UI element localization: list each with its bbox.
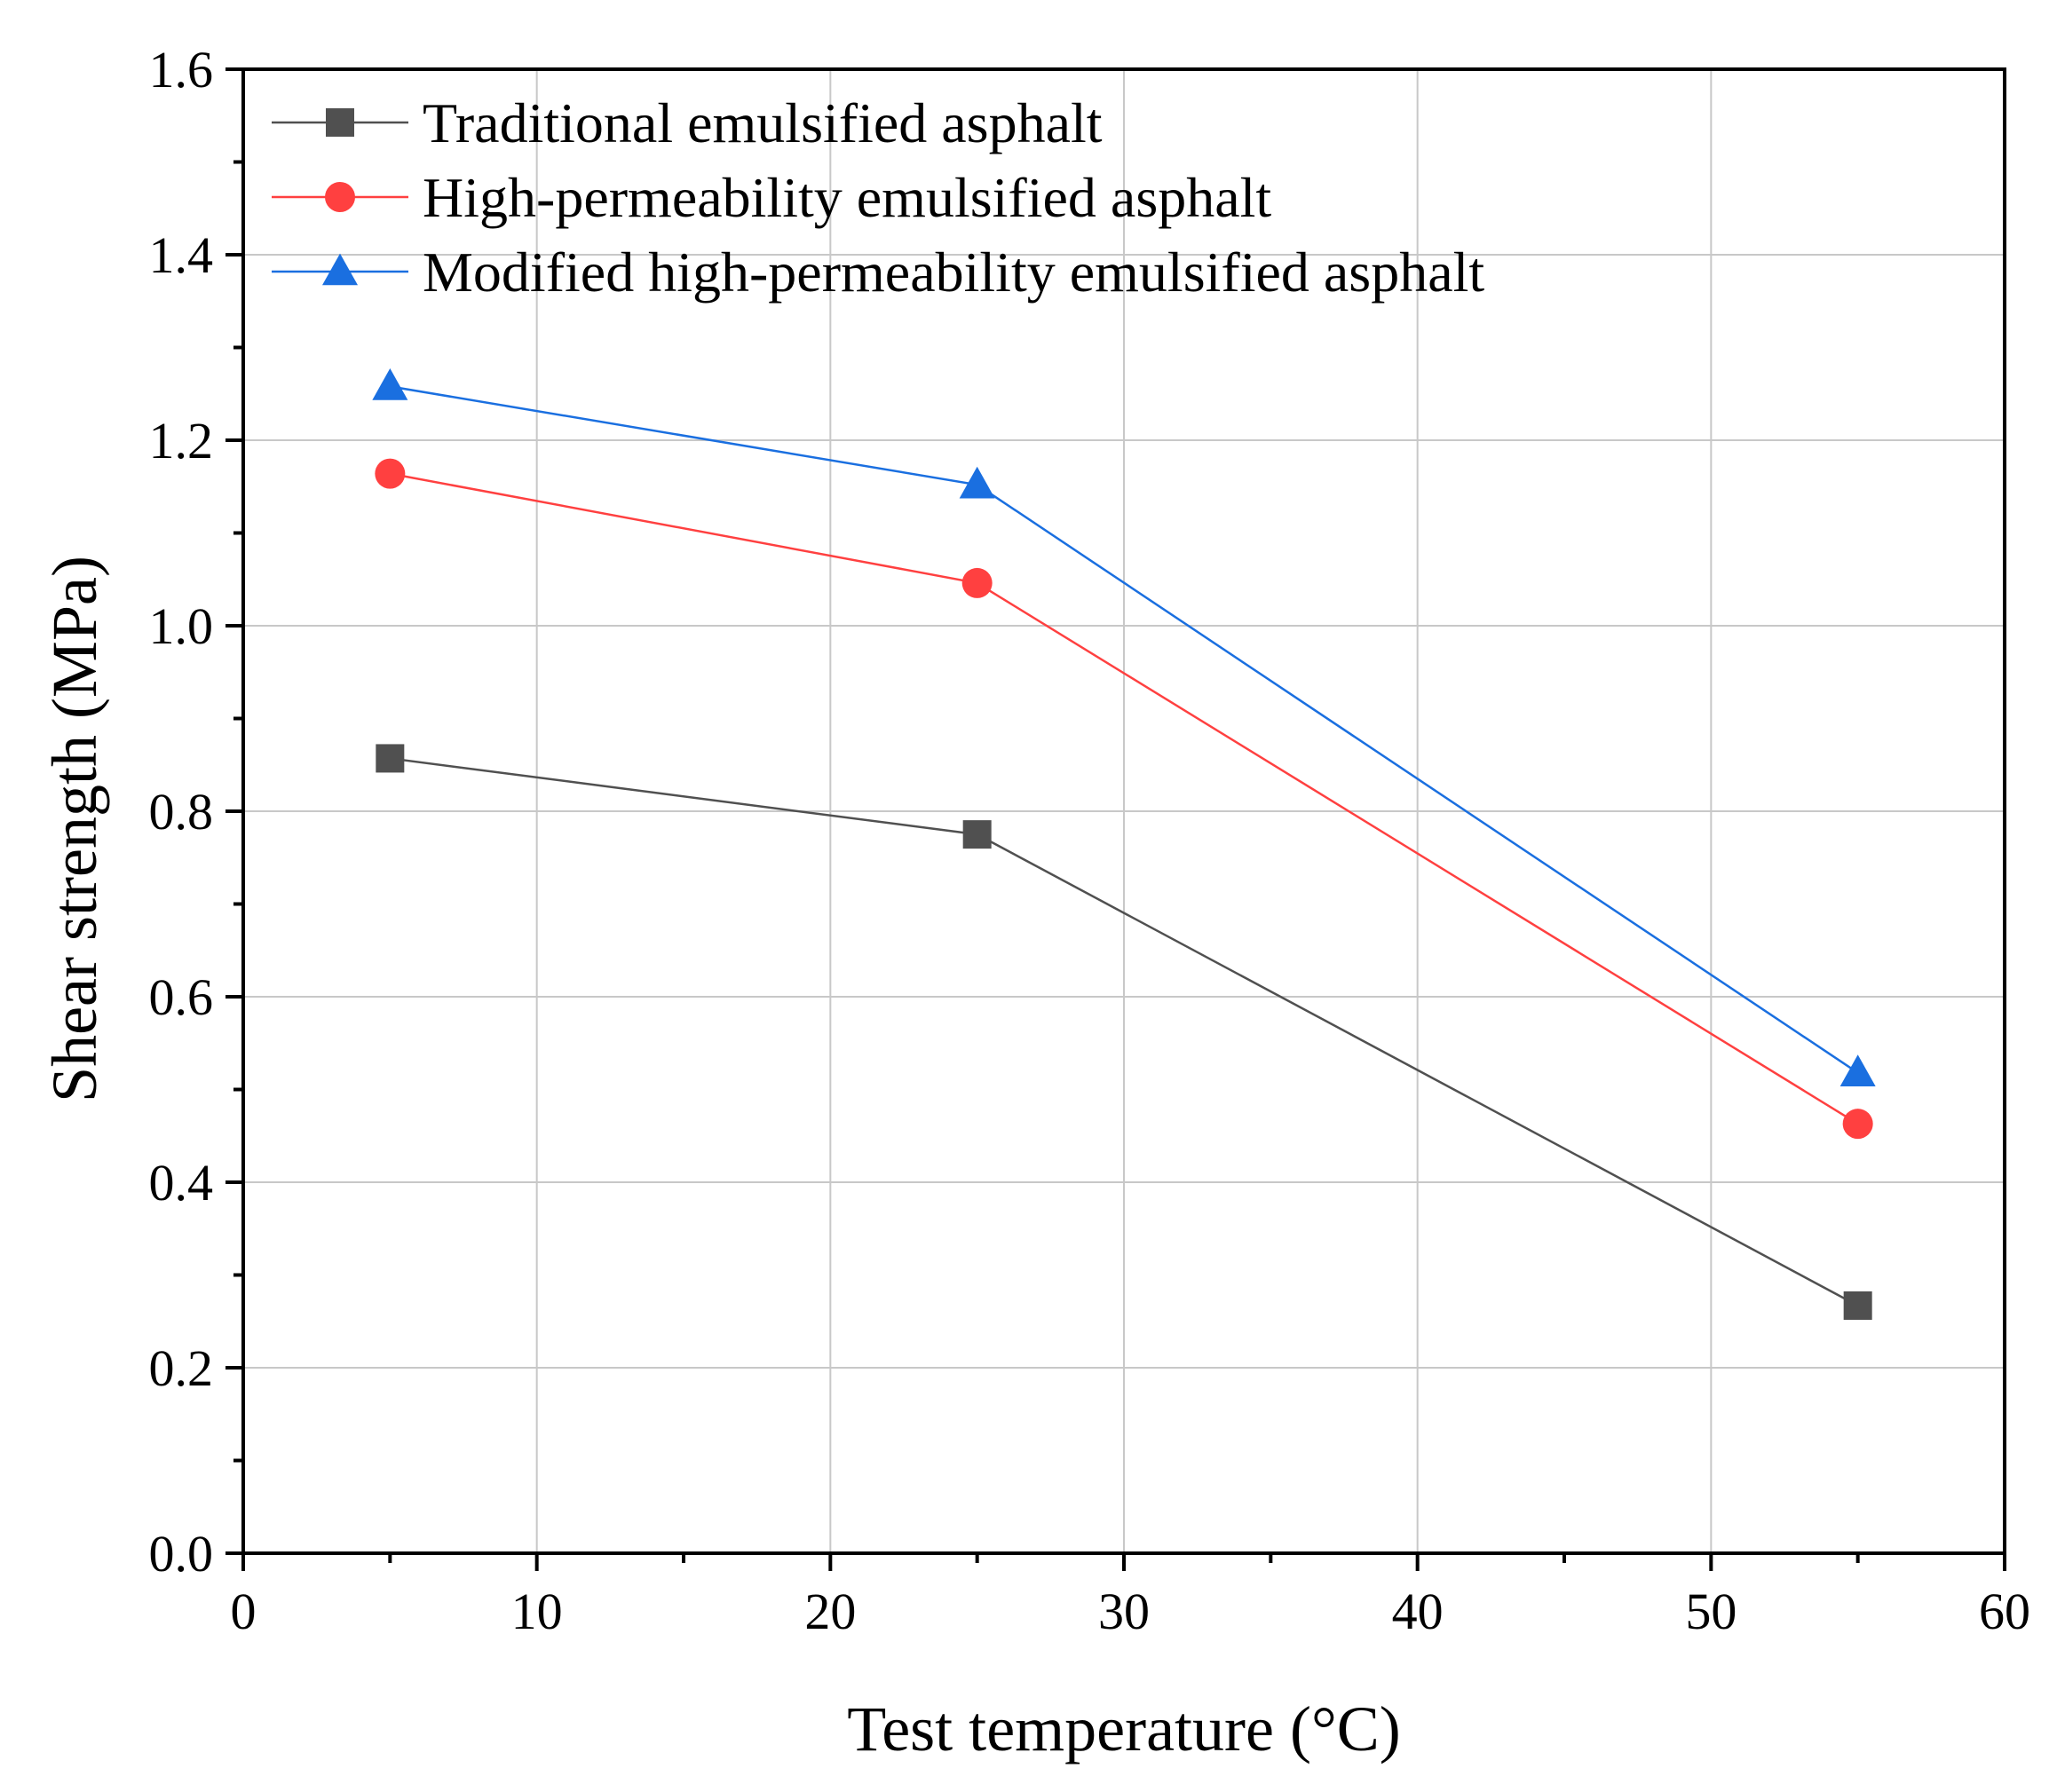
series-layer [372,367,1876,1320]
legend-item-2: High-permeability emulsified asphalt [272,166,1271,229]
y-tick-label: 0.2 [149,1339,214,1397]
y-axis-title: Shear strength (MPa) [39,556,110,1102]
data-point [961,567,993,598]
x-tick-label: 10 [511,1583,563,1640]
legend-marker [322,253,358,286]
legend-marker [326,108,354,137]
tick-label-layer: 0 10 20 30 40 50 60 0.0 0.2 0.4 0.6 0.8 1.0 1.2 1.4 1.6 [149,41,2031,1640]
legend-item-3: Modified high-permeability emulsified as… [272,241,1484,304]
grid-layer [243,69,2005,1553]
y-tick-label: 1.4 [149,226,214,284]
y-tick-label: 0.6 [149,968,214,1026]
x-axis-title: Test temperature (°C) [847,1693,1401,1764]
data-point [375,458,406,489]
y-tick-label: 0.8 [149,783,214,841]
y-tick-label: 1.0 [149,597,214,655]
legend: Traditional emulsified asphalt High-perme… [272,91,1484,304]
data-point [1842,1109,1873,1140]
data-point [1843,1291,1872,1320]
x-tick-label: 60 [1979,1583,2030,1640]
data-point [962,820,992,849]
legend-item-1: Traditional emulsified asphalt [272,91,1103,154]
data-point [1839,1054,1876,1086]
x-tick-label: 30 [1098,1583,1150,1640]
x-tick-label: 0 [231,1583,257,1640]
series-3 [372,367,1876,1086]
legend-label: High-permeability emulsified asphalt [423,166,1271,229]
y-tick-label: 0.0 [149,1525,214,1583]
y-tick-label: 1.6 [149,41,214,99]
legend-marker [325,182,355,212]
tick-layer [225,67,2006,1571]
y-tick-label: 0.4 [149,1154,214,1212]
series-1 [376,744,1872,1320]
x-tick-label: 50 [1685,1583,1737,1640]
x-tick-label: 20 [804,1583,856,1640]
legend-label: Traditional emulsified asphalt [423,91,1103,154]
y-tick-label: 1.2 [149,412,214,470]
series-2 [375,458,1873,1140]
legend-label: Modified high-permeability emulsified as… [423,241,1484,304]
x-tick-label: 40 [1392,1583,1444,1640]
data-point [376,744,405,773]
data-point [372,367,408,400]
data-point [959,466,995,499]
